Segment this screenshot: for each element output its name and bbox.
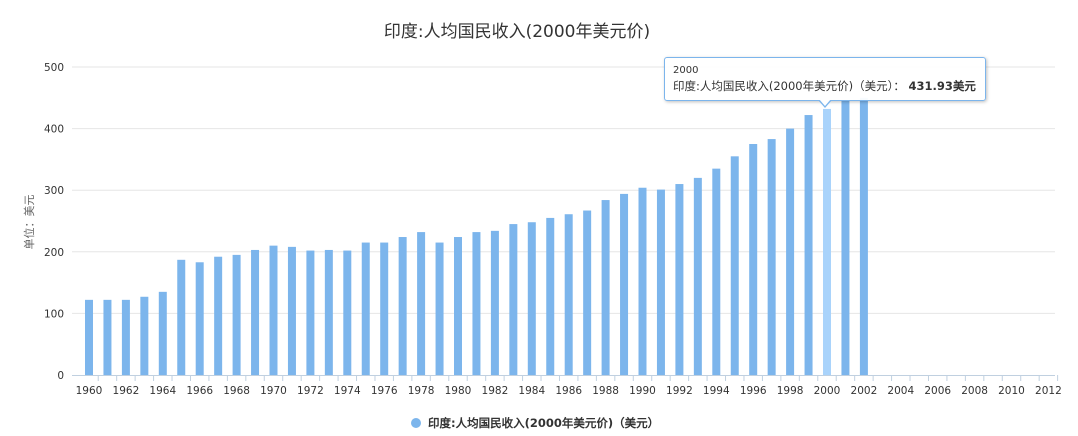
bar [251, 249, 260, 375]
bar [269, 245, 278, 375]
tooltip-pointer-fill [819, 99, 831, 106]
x-tick-label: 1960 [76, 385, 103, 397]
x-tick-label: 1990 [629, 385, 656, 397]
bar [472, 232, 481, 375]
x-tick-label: 1982 [482, 385, 509, 397]
x-tick-label: 2002 [851, 385, 878, 397]
tooltip: 2000 印度:人均国民收入(2000年美元价)（美元）： 431.93美元 [664, 57, 986, 101]
y-tick-label: 300 [44, 185, 64, 197]
x-tick-label: 2000 [814, 385, 841, 397]
x-tick-label: 2012 [1035, 385, 1062, 397]
x-tick-label: 1984 [518, 385, 545, 397]
tooltip-header: 2000 [673, 65, 699, 76]
x-tick-label: 2010 [998, 385, 1025, 397]
x-tick-label: 1986 [555, 385, 582, 397]
bar [103, 299, 112, 375]
bar [417, 232, 426, 375]
legend-marker[interactable] [411, 418, 421, 428]
bar [730, 156, 739, 375]
tooltip-value: 431.93美元 [908, 79, 976, 93]
legend[interactable]: 印度:人均国民收入(2000年美元价)（美元） [411, 416, 659, 430]
bar [177, 259, 186, 375]
bar [656, 189, 665, 375]
bar [343, 250, 352, 375]
x-tick-label: 1996 [740, 385, 767, 397]
bar [398, 237, 407, 375]
bar [509, 224, 518, 375]
bar [306, 250, 315, 375]
x-tick-label: 1994 [703, 385, 730, 397]
bar [675, 184, 684, 375]
x-tick-label: 1976 [371, 385, 398, 397]
bar [601, 200, 610, 375]
y-tick-label: 200 [44, 247, 64, 259]
bar [435, 242, 444, 375]
bar [361, 242, 370, 375]
x-tick-label: 1972 [297, 385, 324, 397]
bar [841, 100, 850, 375]
x-tick-label: 1988 [592, 385, 619, 397]
bar [823, 108, 831, 375]
bar [490, 230, 499, 375]
bar [546, 217, 555, 375]
x-tick-label: 1980 [445, 385, 472, 397]
bar [140, 296, 149, 375]
x-tick-label: 2006 [924, 385, 951, 397]
y-tick-label: 500 [44, 62, 64, 74]
x-tick-label: 1992 [666, 385, 693, 397]
axes: 0 100 200 300 400 500 1960 1962 1964 1966 1968 1970… [44, 62, 1062, 397]
bar [620, 193, 629, 375]
x-tick-label: 1974 [334, 385, 361, 397]
chart-title: 印度:人均国民收入(2000年美元价) [384, 22, 650, 42]
bar [324, 249, 333, 375]
bar [712, 168, 721, 375]
bar [693, 177, 702, 375]
bar [121, 299, 130, 375]
x-tick-label: 2004 [887, 385, 914, 397]
bar [158, 291, 167, 375]
x-tick-label: 1970 [260, 385, 287, 397]
bar [859, 97, 868, 376]
bar [749, 144, 758, 375]
bar [564, 214, 573, 375]
bar [380, 242, 389, 375]
bar [454, 237, 462, 375]
bar [527, 222, 536, 375]
bar [786, 128, 795, 375]
bar [804, 115, 813, 375]
tooltip-series-label: 印度:人均国民收入(2000年美元价)（美元）： [673, 79, 905, 93]
x-tick-label: 1962 [113, 385, 140, 397]
x-tick-label: 1968 [223, 385, 250, 397]
x-tick-label: 1964 [149, 385, 176, 397]
x-tick-label: 1966 [186, 385, 213, 397]
x-tick-label: 2008 [961, 385, 988, 397]
bar [214, 256, 223, 375]
y-tick-label: 0 [57, 370, 64, 382]
y-tick-label: 100 [44, 308, 64, 320]
x-tick-label: 1978 [408, 385, 435, 397]
bar [232, 254, 241, 375]
y-tick-label: 400 [44, 124, 64, 136]
bars [85, 97, 868, 376]
bar [287, 246, 296, 375]
bar [583, 210, 592, 375]
bar [767, 139, 776, 375]
x-tick-label: 1998 [777, 385, 804, 397]
bar [195, 262, 204, 375]
bar [638, 187, 647, 375]
y-axis-label: 单位：美元 [22, 195, 36, 250]
legend-item-label[interactable]: 印度:人均国民收入(2000年美元价)（美元） [428, 416, 659, 430]
bar [85, 299, 93, 375]
